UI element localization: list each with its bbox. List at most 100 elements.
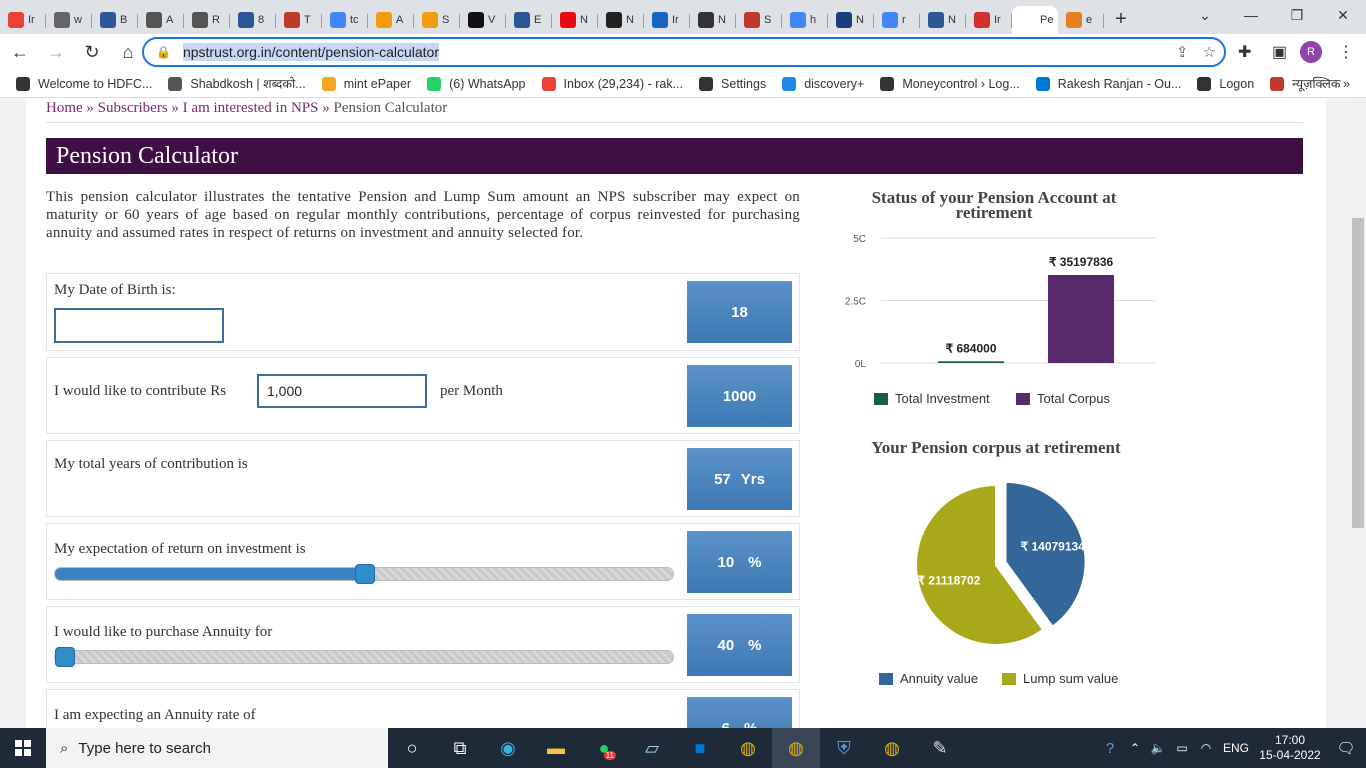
minimize-icon[interactable]: — (1244, 7, 1258, 23)
tab[interactable]: tc (322, 6, 368, 34)
address-bar[interactable]: 🔒 npstrust.org.in/content/pension-calcul… (142, 37, 1226, 67)
tab[interactable]: Ir (0, 6, 46, 34)
tab[interactable]: Ir (644, 6, 690, 34)
bookmark-item[interactable]: Inbox (29,234) - rak... (541, 76, 683, 91)
task-view-icon[interactable]: ⧉ (453, 737, 467, 758)
bookmark-item[interactable]: mint ePaper (321, 76, 411, 91)
pie-slice-annuity[interactable] (1004, 480, 1087, 629)
vertical-scrollbar[interactable] (1350, 98, 1366, 728)
bookmark-item[interactable]: Shabdkosh | शब्दको... (168, 75, 306, 92)
breadcrumb-home[interactable]: Home (46, 100, 83, 116)
tab[interactable]: B (92, 6, 138, 34)
tab-active[interactable]: Pe✕ (1012, 6, 1058, 34)
dob-input[interactable] (54, 308, 224, 343)
lock-icon[interactable]: 🔒 (156, 45, 171, 59)
bookmark-item[interactable]: (6) WhatsApp (427, 76, 526, 91)
tab[interactable]: N (828, 6, 874, 34)
close-tab-icon[interactable]: ✕ (1057, 13, 1058, 27)
tab[interactable]: T (276, 6, 322, 34)
cortana-icon[interactable]: ○ (406, 737, 418, 758)
edge-icon[interactable]: ◉ (500, 737, 516, 758)
breadcrumb-interested[interactable]: I am interested in NPS (182, 100, 319, 116)
battery-icon[interactable]: ▭ (1176, 741, 1188, 755)
menu-icon[interactable]: ⋮ (1338, 44, 1354, 61)
years-row: My total years of contribution is 57 Yrs (46, 440, 800, 517)
notepad-icon[interactable]: ▱ (645, 737, 659, 758)
bookmark-item[interactable]: Moneycontrol › Log... (880, 76, 1020, 91)
tab[interactable]: A (138, 6, 184, 34)
system-tray: ? ⌃ 🔈 ▭ ◠ ENG 17:00 15-04-2022 🗨 (1096, 728, 1366, 768)
extensions-icon[interactable]: ✚ (1238, 44, 1252, 61)
home-icon[interactable]: ⌂ (122, 41, 134, 62)
share-icon[interactable]: ⇪ (1175, 44, 1189, 61)
clock[interactable]: 17:00 15-04-2022 (1254, 733, 1326, 763)
pie-slice-lump-sum[interactable] (915, 483, 1045, 646)
tab-search-icon[interactable]: ⌄ (1199, 6, 1211, 23)
tab[interactable]: e (1058, 6, 1104, 34)
paint-icon[interactable]: ✎ (932, 737, 948, 758)
tab[interactable]: w (46, 6, 92, 34)
years-value-box: 57 Yrs (687, 448, 792, 510)
annuity-unit: % (748, 636, 762, 654)
new-tab-button[interactable]: + (1115, 7, 1127, 30)
tab[interactable]: r (874, 6, 920, 34)
scrollbar-thumb[interactable] (1352, 218, 1364, 528)
bookmark-item[interactable]: discovery+ (782, 76, 865, 91)
annuity-slider[interactable] (54, 647, 674, 667)
volume-icon[interactable]: 🔈 (1150, 741, 1166, 755)
bookmark-item[interactable]: Logon (1197, 76, 1254, 91)
tab[interactable]: A (368, 6, 414, 34)
notification-icon[interactable]: 🗨 (1336, 740, 1356, 757)
tab[interactable]: S (414, 6, 460, 34)
contribution-input[interactable]: 1,000 (257, 374, 427, 408)
tab[interactable]: E (506, 6, 552, 34)
windows-start-icon[interactable] (0, 728, 46, 768)
bookmark-item[interactable]: न्यूज़क्लिक (1270, 75, 1341, 92)
chrome-profile-icon[interactable]: ◍ (772, 728, 820, 768)
tab[interactable]: 8 (230, 6, 276, 34)
annuity-slider-handle[interactable] (55, 647, 75, 667)
whatsapp-taskbar-icon[interactable]: ● 11 (598, 737, 616, 760)
tab[interactable]: N (690, 6, 736, 34)
tab[interactable]: N (920, 6, 966, 34)
tab[interactable]: V (460, 6, 506, 34)
chrome-icon[interactable]: ◍ (740, 737, 756, 758)
file-explorer-icon[interactable]: ▬ (547, 737, 565, 758)
language-indicator[interactable]: ENG (1222, 741, 1249, 755)
chrome-profile-2-icon[interactable]: ◍ (884, 737, 900, 758)
bookmark-label: discovery+ (804, 76, 865, 91)
breadcrumb-subscribers[interactable]: Subscribers (97, 100, 168, 116)
url-text[interactable]: npstrust.org.in/content/pension-calculat… (182, 43, 439, 61)
restore-icon[interactable]: ❐ (1290, 6, 1304, 23)
tab[interactable]: S (736, 6, 782, 34)
intro-text: This pension calculator illustrates the … (46, 189, 800, 241)
forward-icon[interactable]: → (47, 41, 65, 62)
bar-total-corpus[interactable] (1048, 275, 1114, 363)
tab[interactable]: N (598, 6, 644, 34)
tab[interactable]: N (552, 6, 598, 34)
shield-icon[interactable]: ⛨ (837, 737, 851, 758)
reload-icon[interactable]: ↻ (84, 41, 100, 62)
bookmark-item[interactable]: Settings (699, 76, 766, 91)
contribution-suffix: per Month (440, 383, 503, 399)
tab[interactable]: Ir (966, 6, 1012, 34)
tab[interactable]: h (782, 6, 828, 34)
taskbar-search[interactable]: ⌕ Type here to search (46, 728, 388, 768)
outlook-taskbar-icon[interactable]: ■ (694, 737, 706, 758)
close-window-icon[interactable]: ✕ (1337, 6, 1349, 23)
bookmark-item[interactable]: Rakesh Ranjan - Ou... (1035, 76, 1181, 91)
bookmarks-overflow-icon[interactable]: » (1343, 76, 1350, 91)
back-icon[interactable]: ← (11, 41, 29, 62)
bar-total-investment[interactable] (938, 361, 1004, 363)
return-slider[interactable] (54, 564, 674, 584)
side-panel-icon[interactable]: ▣ (1272, 44, 1288, 61)
chevron-up-icon[interactable]: ⌃ (1129, 741, 1141, 755)
wifi-icon[interactable]: ◠ (1200, 741, 1212, 755)
return-slider-handle[interactable] (355, 564, 375, 584)
bookmark-star-icon[interactable]: ☆ (1202, 44, 1216, 61)
bookmark-item[interactable]: Welcome to HDFC... (16, 76, 152, 91)
profile-avatar[interactable]: R (1300, 41, 1322, 63)
help-icon[interactable]: ? (1105, 739, 1115, 757)
pie-chart-title: Your Pension corpus at retirement (871, 438, 1121, 457)
tab[interactable]: R (184, 6, 230, 34)
